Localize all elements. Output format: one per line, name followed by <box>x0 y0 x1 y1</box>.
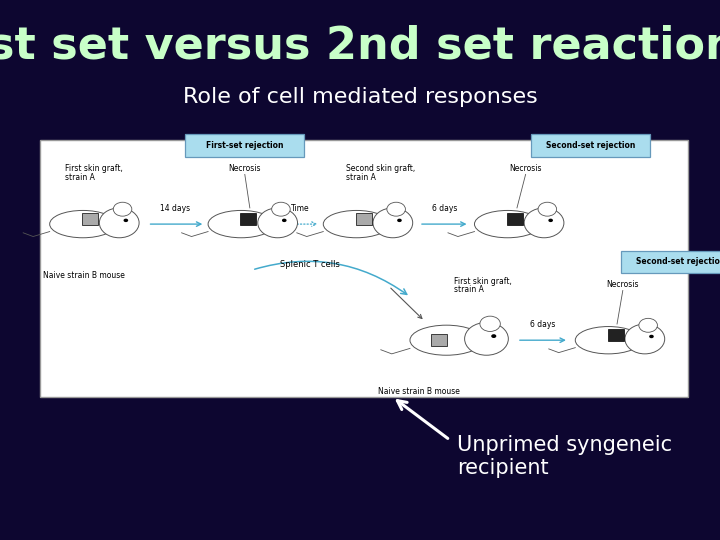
Text: strain A: strain A <box>346 173 375 182</box>
Text: strain A: strain A <box>454 285 483 294</box>
Text: Splenic T cells: Splenic T cells <box>279 260 340 269</box>
Bar <box>608 329 624 341</box>
Text: Second-set rejection: Second-set rejection <box>636 258 720 266</box>
Ellipse shape <box>208 211 274 238</box>
Text: Necrosis: Necrosis <box>606 280 639 289</box>
Ellipse shape <box>323 211 390 238</box>
Text: First-set rejection: First-set rejection <box>206 141 284 150</box>
Ellipse shape <box>575 327 642 354</box>
Text: Necrosis: Necrosis <box>509 164 542 173</box>
Bar <box>507 213 523 225</box>
Bar <box>240 213 256 225</box>
Circle shape <box>271 202 290 216</box>
Ellipse shape <box>410 325 483 355</box>
Circle shape <box>649 335 654 338</box>
Text: First skin graft,: First skin graft, <box>65 164 122 173</box>
Circle shape <box>397 219 402 222</box>
Circle shape <box>491 334 496 338</box>
Circle shape <box>549 219 553 222</box>
Circle shape <box>464 322 508 355</box>
Text: 14 days: 14 days <box>160 204 190 213</box>
Circle shape <box>524 208 564 238</box>
Text: Time: Time <box>291 204 310 213</box>
Circle shape <box>373 208 413 238</box>
Text: Second-set rejection: Second-set rejection <box>546 141 635 150</box>
Ellipse shape <box>50 211 116 238</box>
Bar <box>431 334 447 346</box>
Text: Unprimed syngeneic
recipient: Unprimed syngeneic recipient <box>457 435 672 478</box>
Bar <box>40 140 688 397</box>
Text: 1st set versus 2nd set reactions: 1st set versus 2nd set reactions <box>0 24 720 68</box>
Circle shape <box>258 208 297 238</box>
Circle shape <box>282 219 287 222</box>
Circle shape <box>639 319 657 332</box>
Text: Role of cell mediated responses: Role of cell mediated responses <box>183 87 537 107</box>
Circle shape <box>625 324 665 354</box>
Text: Necrosis: Necrosis <box>228 164 261 173</box>
Circle shape <box>99 208 139 238</box>
FancyBboxPatch shape <box>621 251 720 273</box>
Text: Naive strain B mouse: Naive strain B mouse <box>378 387 460 396</box>
Bar <box>82 213 98 225</box>
Text: Second skin graft,: Second skin graft, <box>346 164 415 173</box>
Text: 6 days: 6 days <box>530 320 556 329</box>
Circle shape <box>124 219 128 222</box>
FancyBboxPatch shape <box>186 134 304 157</box>
Circle shape <box>113 202 132 216</box>
Circle shape <box>480 316 500 332</box>
Text: 6 days: 6 days <box>431 204 457 213</box>
Text: strain A: strain A <box>65 173 94 182</box>
Text: First skin graft,: First skin graft, <box>454 276 511 286</box>
Ellipse shape <box>474 211 541 238</box>
Circle shape <box>387 202 405 216</box>
Circle shape <box>538 202 557 216</box>
FancyBboxPatch shape <box>531 134 649 157</box>
Text: Naive strain B mouse: Naive strain B mouse <box>43 271 125 280</box>
Bar <box>356 213 372 225</box>
